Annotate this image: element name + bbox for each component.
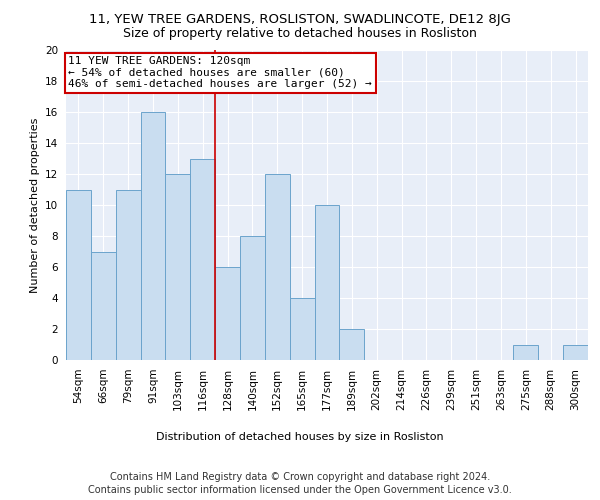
Bar <box>563 344 588 360</box>
Text: Distribution of detached houses by size in Rosliston: Distribution of detached houses by size … <box>156 432 444 442</box>
Bar <box>91 252 116 360</box>
Bar <box>66 190 91 360</box>
Text: Contains HM Land Registry data © Crown copyright and database right 2024.: Contains HM Land Registry data © Crown c… <box>110 472 490 482</box>
Text: 11 YEW TREE GARDENS: 120sqm
← 54% of detached houses are smaller (60)
46% of sem: 11 YEW TREE GARDENS: 120sqm ← 54% of det… <box>68 56 372 90</box>
Bar <box>190 158 215 360</box>
Text: 11, YEW TREE GARDENS, ROSLISTON, SWADLINCOTE, DE12 8JG: 11, YEW TREE GARDENS, ROSLISTON, SWADLIN… <box>89 12 511 26</box>
Bar <box>215 267 240 360</box>
Text: Contains public sector information licensed under the Open Government Licence v3: Contains public sector information licen… <box>88 485 512 495</box>
Bar <box>140 112 166 360</box>
Bar <box>514 344 538 360</box>
Bar <box>314 205 340 360</box>
Bar <box>166 174 190 360</box>
Bar <box>290 298 314 360</box>
Bar <box>265 174 290 360</box>
Bar <box>240 236 265 360</box>
Y-axis label: Number of detached properties: Number of detached properties <box>29 118 40 292</box>
Bar <box>116 190 140 360</box>
Text: Size of property relative to detached houses in Rosliston: Size of property relative to detached ho… <box>123 28 477 40</box>
Bar <box>340 329 364 360</box>
